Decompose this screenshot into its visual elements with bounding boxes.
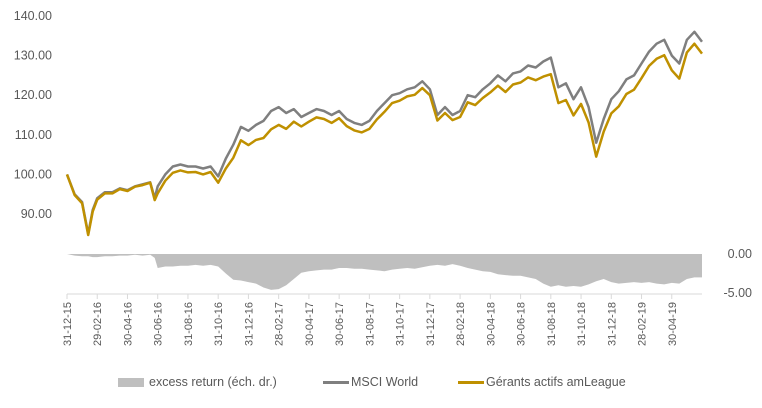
x-tick-label: 31-10-16: [213, 302, 225, 346]
legend-item-amleague: Gérants actifs amLeague: [458, 375, 626, 389]
right-tick-label: 0.00: [728, 247, 752, 261]
x-tick-label: 29-02-16: [92, 302, 104, 346]
x-tick-label: 31-08-16: [183, 302, 195, 346]
legend-item-excess-return: excess return (éch. dr.): [118, 375, 277, 389]
right-tick-label: -5.00: [724, 286, 753, 300]
x-tick-label: 31-10-17: [395, 302, 407, 346]
legend-swatch-amleague: [458, 380, 484, 384]
left-tick-label: 140.00: [14, 9, 52, 23]
x-tick-label: 31-12-17: [425, 302, 437, 346]
x-tick-label: 31-08-17: [364, 302, 376, 346]
excess-return-area: [67, 254, 702, 290]
legend-label: excess return (éch. dr.): [149, 375, 277, 389]
x-tick-label: 30-04-18: [485, 302, 497, 346]
x-tick-label: 30-04-17: [304, 302, 316, 346]
msci-world-line: [65, 30, 703, 236]
x-tick-label: 30-06-18: [516, 302, 528, 346]
left-axis: 140.00 130.00 120.00 110.00 100.00 90.00: [14, 9, 52, 221]
x-tick-label: 30-04-16: [122, 302, 134, 346]
x-tick-label: 30-06-16: [153, 302, 165, 346]
left-tick-label: 90.00: [21, 207, 52, 221]
x-axis: 31-12-15 29-02-16 30-04-16 30-06-16 31-08-16…: [62, 294, 679, 346]
legend-label: MSCI World: [351, 375, 419, 389]
chart: 31-12-15 29-02-16 30-04-16 30-06-16 31-08-16…: [14, 9, 753, 346]
x-tick-label: 28-02-18: [455, 302, 467, 346]
x-tick-label: 28-02-19: [637, 302, 649, 346]
legend-swatch-excess: [118, 377, 144, 387]
x-tick-label: 31-12-18: [606, 302, 618, 346]
legend-label: Gérants actifs amLeague: [486, 375, 626, 389]
left-tick-label: 120.00: [14, 88, 52, 102]
left-tick-label: 130.00: [14, 49, 52, 63]
amleague-line: [65, 42, 703, 237]
x-tick-label: 30-06-17: [334, 302, 346, 346]
x-tick-label: 31-10-18: [576, 302, 588, 346]
legend-item-msci-world: MSCI World: [323, 375, 418, 389]
x-tick-label: 28-02-17: [274, 302, 286, 346]
left-tick-label: 110.00: [15, 128, 52, 142]
excess-area-layer: [67, 254, 702, 290]
x-tick-label: 31-12-15: [62, 302, 74, 346]
right-axis: 0.00 -5.00: [724, 247, 753, 300]
legend: excess return (éch. dr.) MSCI World Géra…: [0, 375, 762, 393]
x-tick-label: 30-04-19: [667, 302, 679, 346]
x-tick-label: 31-12-16: [243, 302, 255, 346]
legend-swatch-msci: [323, 380, 349, 384]
lines-layer: [65, 30, 703, 237]
left-tick-label: 100.00: [14, 167, 52, 181]
x-tick-label: 31-08-18: [546, 302, 558, 346]
